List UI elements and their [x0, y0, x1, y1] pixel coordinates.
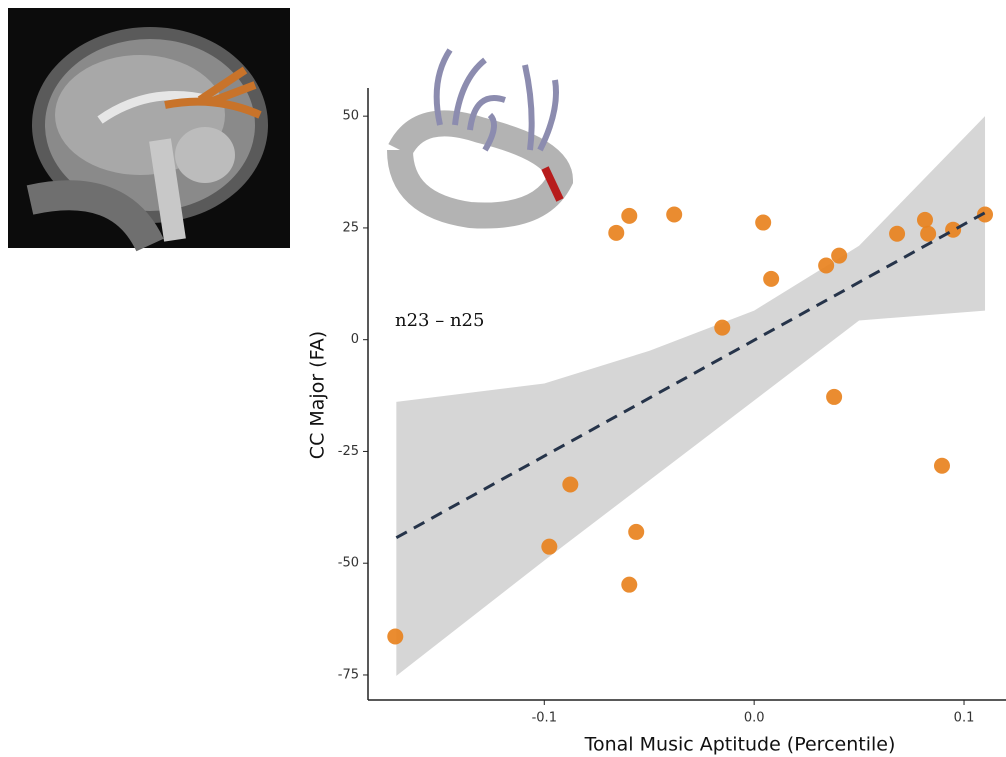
y-axis-title: CC Major (FA) [307, 331, 329, 459]
x-tick-label: 0.1 [954, 711, 975, 726]
y-tick-label: -25 [338, 444, 359, 459]
data-point [608, 225, 624, 241]
y-tick-label: 25 [342, 220, 359, 235]
data-point [831, 248, 847, 264]
tract-rendering [400, 50, 560, 216]
data-point [763, 271, 779, 287]
x-tick-label: -0.1 [532, 711, 557, 726]
data-point [621, 208, 637, 224]
x-tick-label: 0.0 [744, 711, 765, 726]
data-point [934, 458, 950, 474]
data-point [826, 389, 842, 405]
confidence-band [396, 116, 985, 676]
data-point [889, 226, 905, 242]
mri-image [8, 8, 290, 248]
data-point [541, 539, 557, 555]
data-point [818, 257, 834, 273]
data-point [945, 222, 961, 238]
data-point [621, 577, 637, 593]
data-point [387, 629, 403, 645]
data-point [714, 320, 730, 336]
x-axis-title: Tonal Music Aptitude (Percentile) [584, 734, 896, 756]
chart: 50 25 0 -25 -50 -75 -0.1 0.0 0.1 n23 – n25 Tonal… [0, 0, 1006, 757]
annotation: n23 – n25 [395, 310, 484, 331]
y-tick-label: 0 [351, 332, 359, 347]
data-point [666, 207, 682, 223]
data-point [628, 524, 644, 540]
y-tick-label: -75 [338, 667, 359, 682]
data-point [562, 477, 578, 493]
y-tick-label: -50 [338, 556, 359, 571]
data-point [920, 226, 936, 242]
data-point [917, 212, 933, 228]
y-tick-label: 50 [342, 109, 359, 124]
plot-area: 50 25 0 -25 -50 -75 -0.1 0.0 0.1 [338, 88, 1006, 726]
data-point [755, 215, 771, 231]
